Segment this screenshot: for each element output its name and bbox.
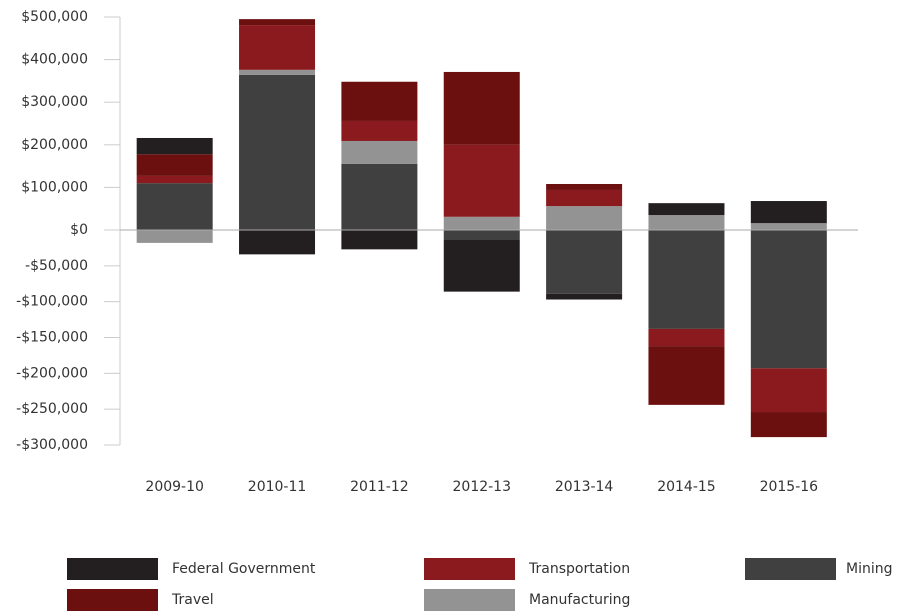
legend-swatch — [745, 558, 836, 580]
bar-segment — [443, 230, 520, 240]
legend-swatch — [424, 558, 515, 580]
x-tick-label: 2009-10 — [145, 479, 204, 495]
bar-segment — [546, 189, 623, 207]
bar-segment — [443, 71, 520, 145]
bar-segment — [750, 412, 827, 438]
legend-label: Manufacturing — [529, 592, 630, 608]
y-tick-label: -$200,000 — [16, 365, 88, 381]
bar-segment — [443, 239, 520, 292]
bar-segment — [341, 163, 418, 230]
bar-segment — [546, 183, 623, 190]
bar-segment — [750, 230, 827, 369]
y-tick-label: $400,000 — [21, 52, 88, 68]
bar-segment — [750, 368, 827, 413]
bar-segment — [648, 328, 725, 347]
x-tick-label: 2011-12 — [350, 479, 409, 495]
y-tick-label: $200,000 — [21, 137, 88, 153]
y-tick-label: -$250,000 — [16, 401, 88, 417]
legend-label: Federal Government — [172, 561, 316, 577]
bar-segment — [750, 201, 827, 224]
bar-segment — [341, 81, 418, 121]
bar-segment — [136, 175, 213, 184]
x-tick-label: 2015-16 — [760, 479, 819, 495]
bar-segment — [648, 230, 725, 329]
bar-segment — [546, 206, 623, 230]
y-tick-label: $500,000 — [21, 9, 88, 25]
bar-segment — [239, 19, 316, 26]
legend-swatch — [67, 558, 158, 580]
legend-label: Travel — [171, 592, 214, 608]
y-tick-label: -$300,000 — [16, 437, 88, 453]
bar-segment — [648, 203, 725, 216]
x-tick-label: 2010-11 — [248, 479, 307, 495]
y-tick-label: -$50,000 — [25, 258, 88, 274]
y-tick-label: -$100,000 — [16, 294, 88, 310]
legend-swatch — [67, 589, 158, 611]
legend-swatch — [424, 589, 515, 611]
bar-segment — [239, 25, 316, 70]
x-tick-label: 2013-14 — [555, 479, 614, 495]
bar-segment — [546, 230, 623, 294]
bar-segment — [136, 137, 213, 155]
bar-segment — [750, 223, 827, 230]
bar-segment — [239, 74, 316, 230]
bar-segment — [341, 140, 418, 164]
bar-segment — [341, 120, 418, 141]
bar-segment — [239, 230, 316, 255]
bar-segment — [136, 154, 213, 176]
x-tick-label: 2012-13 — [453, 479, 512, 495]
y-tick-label: $300,000 — [21, 94, 88, 110]
y-tick-label: $0 — [70, 222, 88, 238]
bar-segment — [546, 293, 623, 300]
bar-segment — [648, 215, 725, 230]
legend-label: Mining — [846, 561, 893, 577]
bar-segment — [341, 230, 418, 250]
bar-segment — [239, 69, 316, 75]
x-tick-label: 2014-15 — [657, 479, 716, 495]
bar-segment — [443, 144, 520, 217]
bar-segment — [136, 230, 213, 243]
legend-label: Transportation — [528, 561, 630, 577]
bar-segment — [443, 216, 520, 230]
bar-segment — [136, 183, 213, 230]
bar-segment — [648, 346, 725, 405]
y-tick-label: $100,000 — [21, 179, 88, 195]
y-tick-label: -$150,000 — [16, 330, 88, 346]
